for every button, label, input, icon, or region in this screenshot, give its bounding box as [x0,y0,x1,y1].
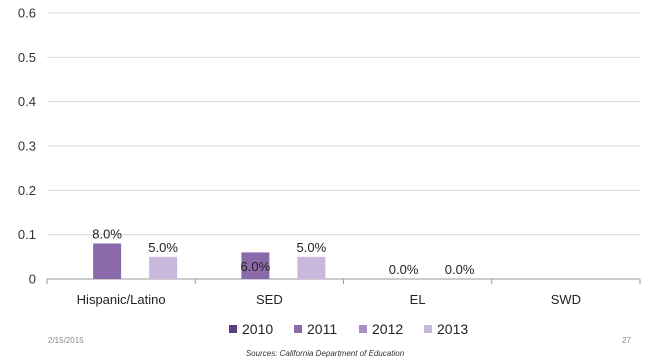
y-tick-label: 0.1 [18,227,36,242]
legend-label: 2012 [372,321,403,337]
legend-label: 2013 [437,321,468,337]
bar-2013 [149,256,178,279]
bars [93,243,326,279]
bar-2011 [93,243,122,279]
legend-swatch [424,325,432,333]
data-label: 8.0% [92,227,122,242]
legend-swatch [359,325,367,333]
legend-label: 2011 [307,321,337,337]
legend-label: 2010 [242,321,273,337]
x-category-label: SWD [551,292,581,307]
bar-2013 [297,256,326,279]
y-tick-label: 0.6 [18,6,36,21]
data-label: 6.0% [241,259,271,274]
y-tick-label: 0 [29,272,36,287]
footer-source: Sources: California Department of Educat… [245,349,405,358]
x-category-label: Hispanic/Latino [77,292,166,307]
legend-swatch [294,325,302,333]
data-label: 0.0% [445,262,475,277]
x-category-label: EL [410,292,426,307]
y-tick-label: 0.4 [18,94,36,109]
data-label: 5.0% [148,240,178,255]
y-tick-label: 0.2 [18,183,36,198]
footer-page-number: 27 [622,336,631,345]
x-category-label: SED [256,292,283,307]
gridlines [47,12,640,280]
y-axis: 0 0.1 0.2 0.3 0.4 0.5 0.6 [18,6,36,287]
legend-swatch [229,325,237,333]
y-tick-label: 0.5 [18,50,36,65]
y-tick-label: 0.3 [18,139,36,154]
data-label: 0.0% [389,262,419,277]
bar-2011 [241,252,270,279]
footer-date: 2/15/2015 [48,336,84,345]
legend: 2010 2011 2012 2013 [229,321,468,337]
x-axis: Hispanic/Latino SED EL SWD [46,279,641,307]
data-labels: 8.0% 6.0% 0.0% 5.0% 5.0% 0.0% [92,227,475,277]
data-label: 5.0% [297,240,327,255]
